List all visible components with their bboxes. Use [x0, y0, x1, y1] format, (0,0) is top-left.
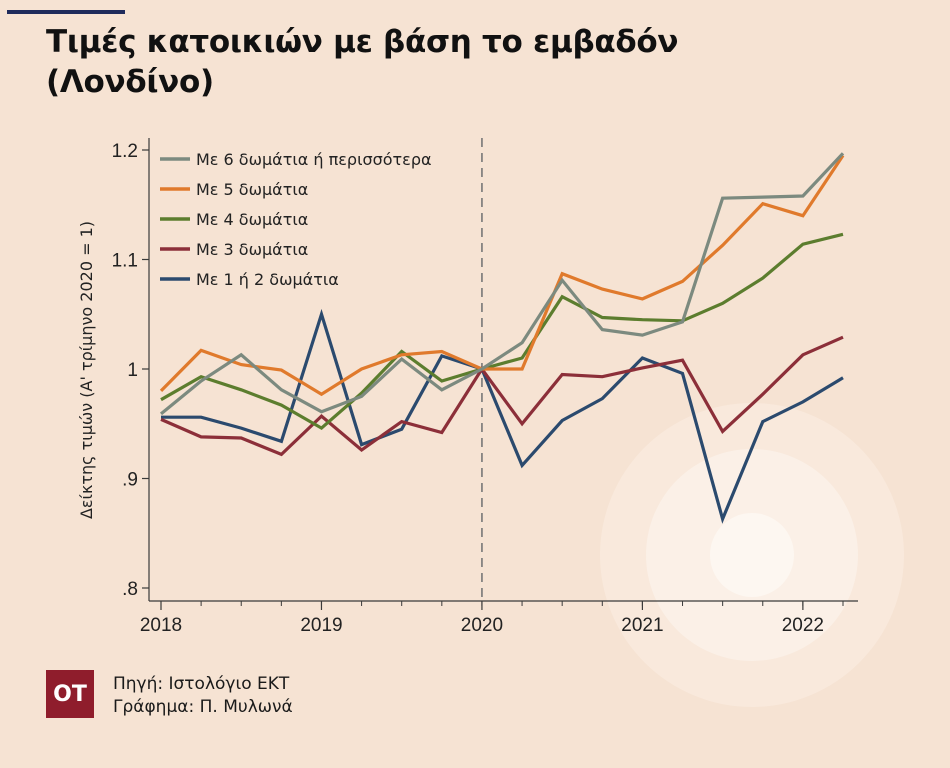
x-tick-label: 2020 — [461, 615, 503, 636]
series-line-2 — [159, 154, 845, 397]
series-line-5 — [161, 308, 844, 524]
chart-title-line-1: Τιμές κατοικιών με βάση το εμβαδόν — [46, 24, 679, 60]
y-axis-title: Δείκτης τιμών (Α' τρίμηνο 2020 = 1) — [77, 221, 96, 519]
legend-label: Με 5 δωμάτια — [196, 180, 308, 199]
x-tick-label: 2022 — [782, 615, 824, 636]
y-tick-label: 1.1 — [112, 251, 138, 272]
y-tick-label: 1.2 — [112, 141, 138, 162]
series-line-1 — [159, 152, 845, 416]
y-tick-label: .9 — [122, 470, 138, 491]
y-tick-label: 1 — [127, 360, 138, 381]
source-note: Πηγή: Ιστολόγιο ΕΚΤ Γράφημα: Π. Μυλωνά — [113, 673, 293, 719]
legend-label: Με 3 δωμάτια — [196, 240, 308, 259]
x-tick-label: 2021 — [621, 615, 663, 636]
chart-title: Τιμές κατοικιών με βάση το εμβαδόν (Λονδ… — [46, 22, 679, 102]
credit-line: Γράφημα: Π. Μυλωνά — [113, 697, 293, 717]
decorative-circles — [600, 403, 904, 707]
chart-title-line-2: (Λονδίνο) — [46, 64, 214, 100]
source-line: Πηγή: Ιστολόγιο ΕΚΤ — [113, 674, 290, 694]
series-line-3 — [160, 232, 844, 431]
y-tick-label: .8 — [122, 579, 138, 600]
legend-label: Με 6 δωμάτια ή περισσότερα — [196, 150, 432, 169]
series-line-4 — [160, 335, 844, 457]
x-tick-label: 2019 — [300, 615, 342, 636]
series-layer — [159, 152, 845, 524]
ot-logo: OT — [46, 670, 94, 718]
accent-rule — [7, 10, 125, 14]
legend-label: Με 1 ή 2 δωμάτια — [196, 270, 339, 289]
x-tick-label: 2018 — [140, 615, 182, 636]
chart-axes: 2018 2019 2020 2021 2022 .8 .9 1 1.1 1.2 Δείκτης τ… — [77, 138, 858, 636]
legend-label: Με 4 δωμάτια — [196, 210, 308, 229]
chart-legend: Με 6 δωμάτια ή περισσότερα Με 5 δωμάτια Με… — [160, 150, 432, 289]
